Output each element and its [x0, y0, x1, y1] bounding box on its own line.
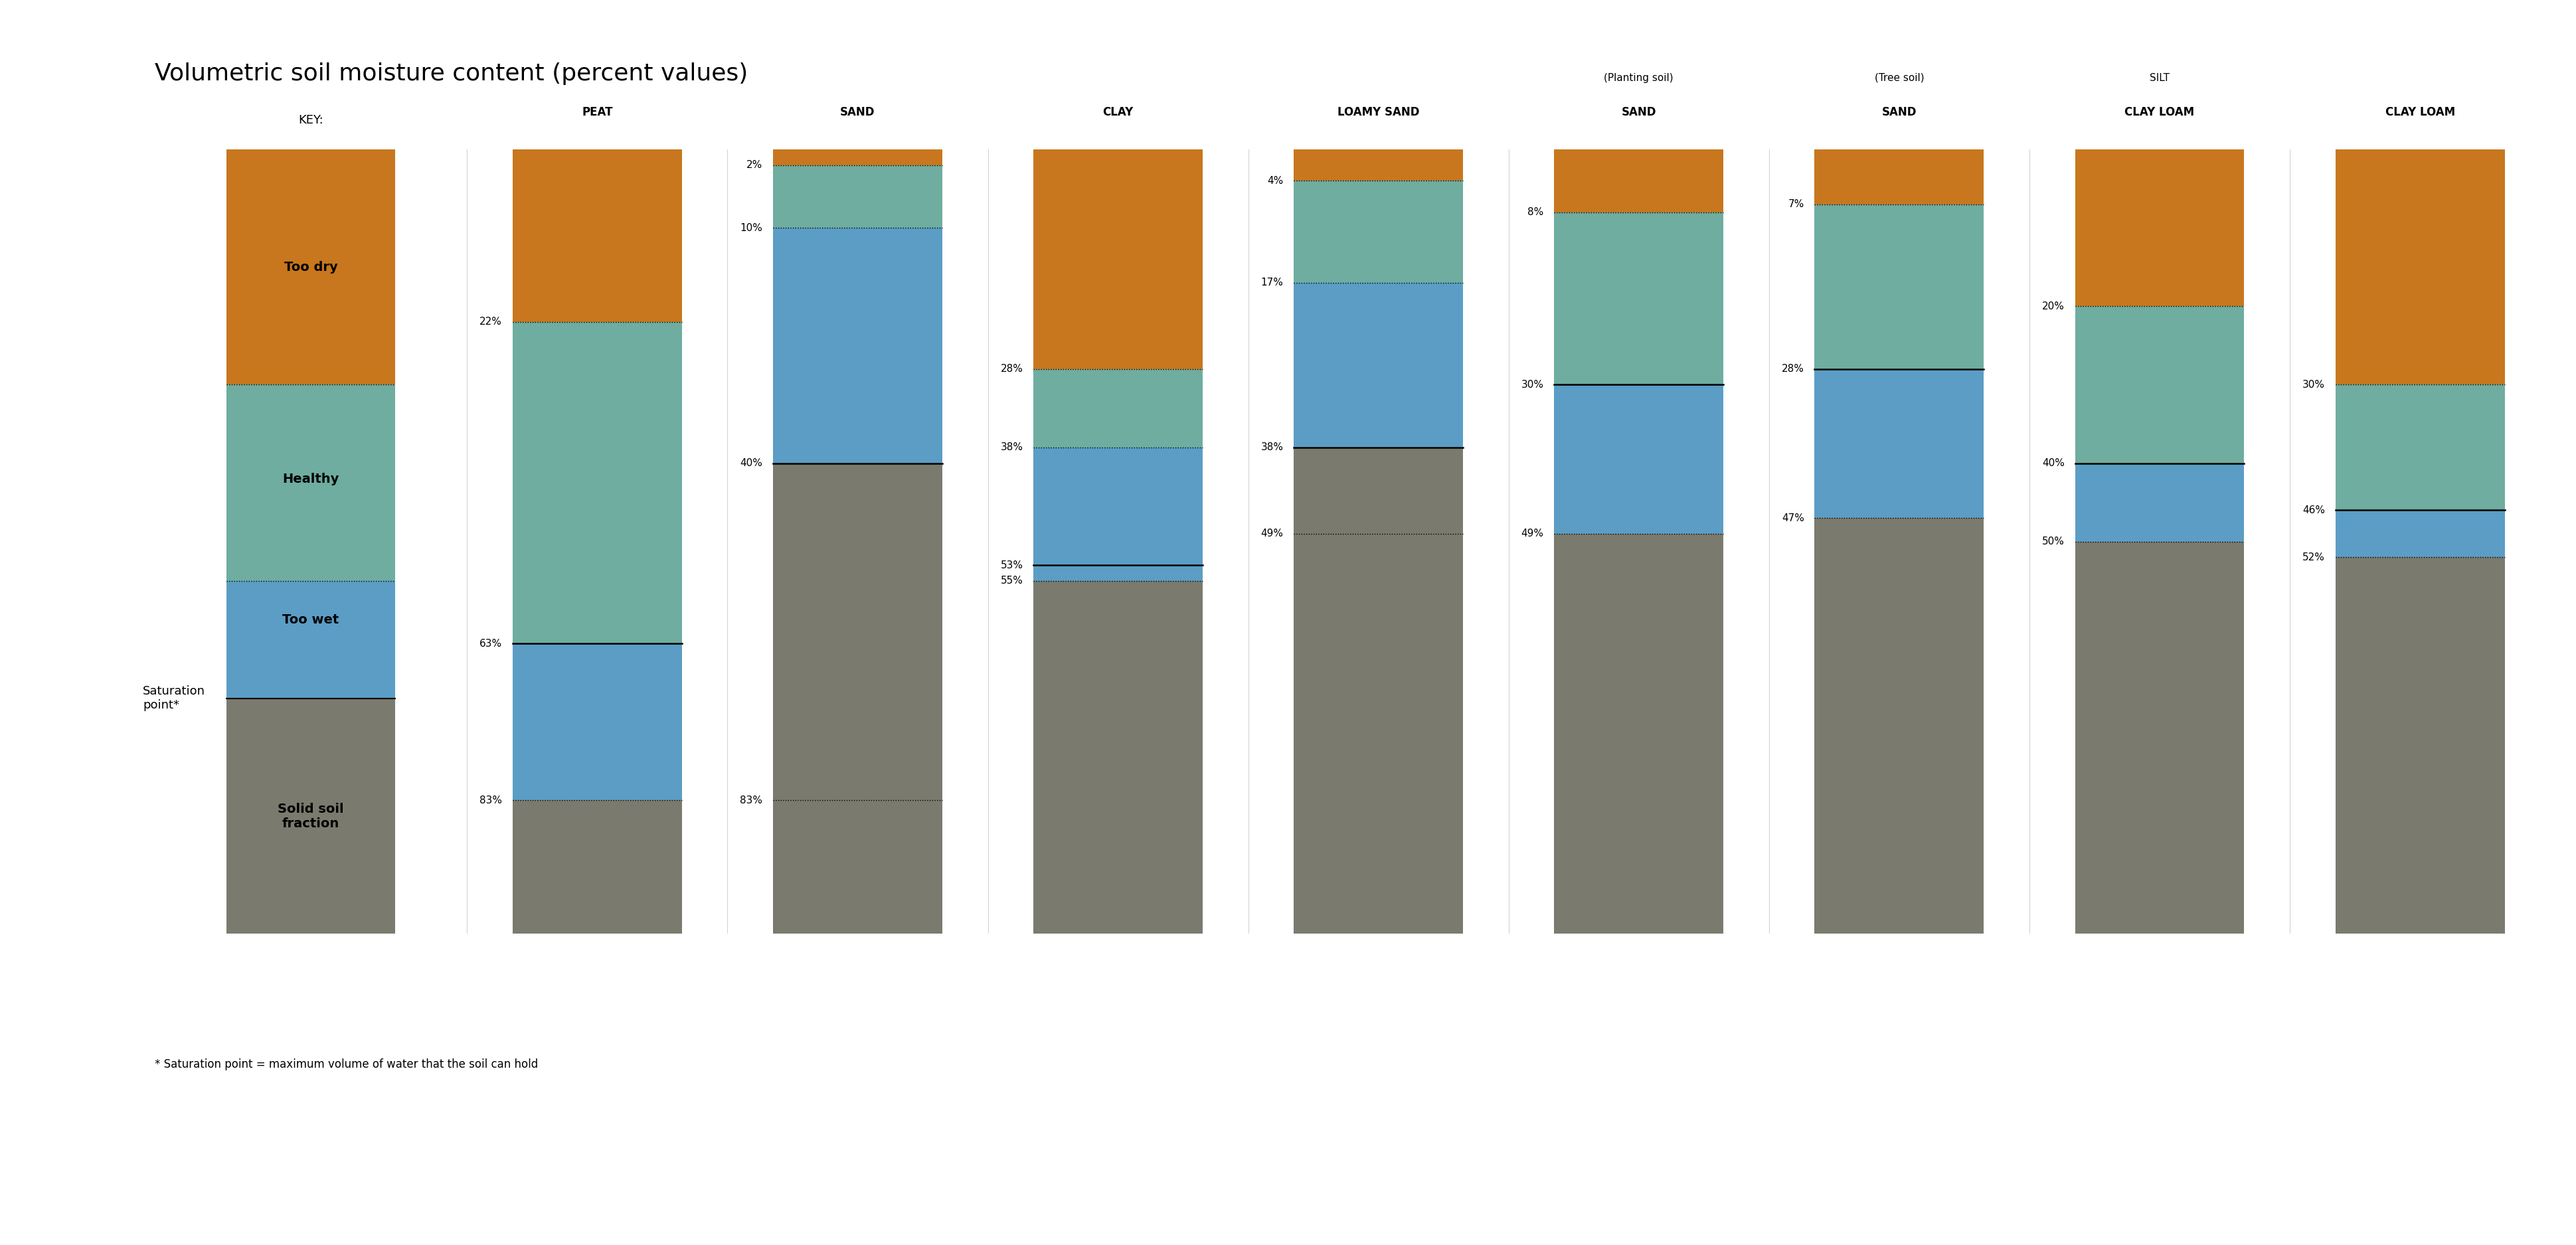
- Bar: [227, 385, 397, 581]
- Bar: [1814, 369, 1984, 518]
- Text: 28%: 28%: [1783, 364, 1803, 374]
- Bar: [2336, 510, 2504, 558]
- Bar: [1293, 149, 1463, 181]
- Bar: [1814, 149, 1984, 204]
- Text: Volumetric soil moisture content (percent values): Volumetric soil moisture content (percen…: [155, 62, 747, 85]
- Text: 83%: 83%: [479, 796, 502, 806]
- Text: SILT: SILT: [2151, 72, 2169, 82]
- Bar: [773, 228, 943, 463]
- Text: 30%: 30%: [2303, 380, 2326, 390]
- Bar: [2076, 463, 2244, 542]
- Text: Solid soil
fraction: Solid soil fraction: [278, 803, 343, 829]
- Bar: [1033, 447, 1203, 565]
- Text: KEY:: KEY:: [299, 115, 325, 126]
- Text: 22%: 22%: [479, 317, 502, 327]
- Bar: [2336, 385, 2504, 510]
- Bar: [513, 322, 683, 644]
- Bar: [2076, 306, 2244, 463]
- Bar: [1814, 518, 1984, 934]
- Bar: [2336, 149, 2504, 385]
- Text: 55%: 55%: [999, 575, 1023, 586]
- Text: 20%: 20%: [2043, 301, 2063, 311]
- Text: 49%: 49%: [1522, 529, 1543, 539]
- Text: 52%: 52%: [2303, 553, 2326, 563]
- Bar: [1293, 447, 1463, 534]
- Text: 53%: 53%: [999, 560, 1023, 570]
- Text: 49%: 49%: [1260, 529, 1283, 539]
- Text: 17%: 17%: [1260, 278, 1283, 288]
- Text: 38%: 38%: [1260, 442, 1283, 452]
- Bar: [773, 149, 943, 166]
- Bar: [513, 644, 683, 801]
- Bar: [513, 801, 683, 934]
- Bar: [227, 698, 397, 934]
- Bar: [773, 166, 943, 228]
- Text: CLAY LOAM: CLAY LOAM: [2385, 106, 2455, 118]
- Bar: [1553, 385, 1723, 534]
- Bar: [227, 580, 397, 698]
- Text: 40%: 40%: [2043, 458, 2063, 468]
- Text: SENSOTERRA: SENSOTERRA: [2388, 1193, 2524, 1210]
- Text: CLAY LOAM: CLAY LOAM: [2125, 106, 2195, 118]
- Text: 2%: 2%: [747, 161, 762, 171]
- Text: SAND: SAND: [1883, 106, 1917, 118]
- Text: 40%: 40%: [739, 458, 762, 468]
- Text: 38%: 38%: [999, 442, 1023, 452]
- Text: 46%: 46%: [2303, 505, 2326, 515]
- Bar: [1033, 369, 1203, 447]
- Text: * Saturation point = maximum volume of water that the soil can hold: * Saturation point = maximum volume of w…: [155, 1058, 538, 1071]
- Bar: [2076, 149, 2244, 306]
- Text: 63%: 63%: [479, 639, 502, 649]
- Text: 50%: 50%: [2043, 537, 2063, 547]
- Text: 83%: 83%: [739, 796, 762, 806]
- Bar: [513, 149, 683, 322]
- Bar: [1033, 565, 1203, 580]
- Bar: [1553, 149, 1723, 212]
- Text: LOAMY SAND: LOAMY SAND: [1337, 106, 1419, 118]
- Text: 30%: 30%: [1522, 380, 1543, 390]
- Text: SAND: SAND: [1620, 106, 1656, 118]
- Bar: [773, 801, 943, 934]
- Bar: [1814, 204, 1984, 369]
- Bar: [1033, 580, 1203, 934]
- Bar: [1293, 181, 1463, 283]
- Text: SAND: SAND: [840, 106, 876, 118]
- Text: (Tree soil): (Tree soil): [1875, 72, 1924, 82]
- Text: 8%: 8%: [1528, 207, 1543, 217]
- Text: Too wet: Too wet: [283, 614, 340, 626]
- Bar: [1293, 283, 1463, 447]
- Text: Too dry: Too dry: [283, 260, 337, 274]
- Bar: [2336, 558, 2504, 934]
- Bar: [227, 149, 397, 385]
- Bar: [1033, 149, 1203, 369]
- Bar: [773, 463, 943, 801]
- Text: Healthy: Healthy: [283, 473, 340, 486]
- Bar: [1293, 534, 1463, 934]
- Bar: [1553, 534, 1723, 934]
- Text: 4%: 4%: [1267, 176, 1283, 186]
- Text: 28%: 28%: [999, 364, 1023, 374]
- Text: 7%: 7%: [1788, 199, 1803, 209]
- Bar: [2076, 542, 2244, 934]
- Text: 47%: 47%: [1783, 513, 1803, 523]
- Text: PEAT: PEAT: [582, 106, 613, 118]
- Text: CLAY: CLAY: [1103, 106, 1133, 118]
- Text: (Planting soil): (Planting soil): [1605, 72, 1674, 82]
- Text: Saturation
point*: Saturation point*: [142, 686, 206, 711]
- Bar: [1553, 212, 1723, 385]
- Text: 10%: 10%: [739, 223, 762, 233]
